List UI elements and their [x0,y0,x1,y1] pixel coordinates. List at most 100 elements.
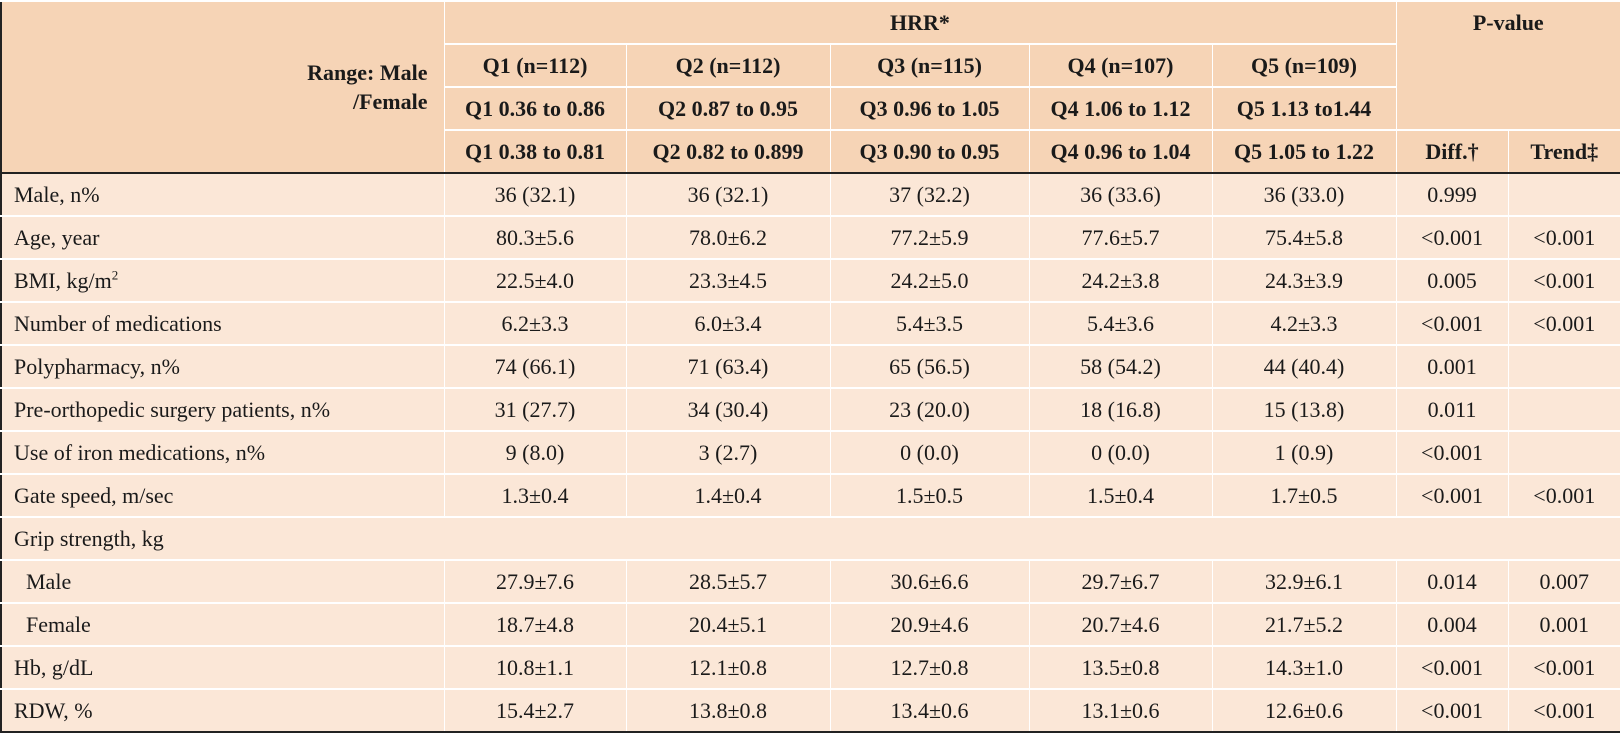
stub-label-line1: Range: Male [307,60,428,85]
quintile-value-cell: 12.6±0.6 [1211,688,1396,732]
row-label: Number of medications [1,301,444,345]
diff-pvalue-cell: 0.004 [1395,602,1508,646]
diff-pvalue-cell: 0.011 [1395,387,1508,431]
quintile-value-cell: 5.4±3.5 [829,301,1029,345]
header-row-female-ranges: Q1 0.38 to 0.81 Q2 0.82 to 0.899 Q3 0.90… [1,129,1620,174]
trend-pvalue-cell [1507,173,1620,216]
table-row: Grip strength, kg [1,516,1620,560]
row-label: Female [1,602,444,646]
quintile-value-cell: 24.2±3.8 [1028,258,1212,302]
row-label: Age, year [1,215,444,259]
trend-pvalue-cell: <0.001 [1507,258,1620,302]
quintile-value-cell: 6.0±3.4 [625,301,830,345]
diff-pvalue-cell: <0.001 [1395,430,1508,474]
quintile-value-cell: 80.3±5.6 [443,215,626,259]
trend-pvalue-cell: <0.001 [1507,473,1620,517]
quintile-count-header: Q1 (n=112) [443,43,626,87]
quintile-value-cell: 29.7±6.7 [1028,559,1212,603]
diff-header: Diff.† [1395,129,1508,174]
trend-pvalue-cell [1507,344,1620,388]
quintile-value-cell: 36 (32.1) [443,173,626,216]
table-row: Gate speed, m/sec 1.3±0.4 1.4±0.4 1.5±0.5 1.… [1,473,1620,517]
table-row: BMI, kg/m2 22.5±4.0 23.3±4.5 24.2±5.0 24.2±3… [1,258,1620,302]
quintile-value-cell: 23.3±4.5 [625,258,830,302]
quintile-value-cell: 74 (66.1) [443,344,626,388]
row-label-text: Female [26,611,91,637]
quintile-value-cell: 24.2±5.0 [829,258,1029,302]
table-body: Male, n% 36 (32.1) 36 (32.1) 37 (32.2) 36 (3… [1,173,1620,732]
quintile-count-header: Q4 (n=107) [1028,43,1212,87]
quintile-value-cell: 44 (40.4) [1211,344,1396,388]
quintile-value-cell: 22.5±4.0 [443,258,626,302]
quintile-value-cell: 13.4±0.6 [829,688,1029,732]
trend-pvalue-cell: 0.007 [1507,559,1620,603]
quintile-value-cell: 15.4±2.7 [443,688,626,732]
quintile-value-cell: 1.4±0.4 [625,473,830,517]
quintile-value-cell: 58 (54.2) [1028,344,1212,388]
male-range-header: Q5 1.13 to1.44 [1211,86,1396,130]
diff-pvalue-cell: 0.005 [1395,258,1508,302]
quintile-value-cell: 32.9±6.1 [1211,559,1396,603]
diff-pvalue-cell: <0.001 [1395,473,1508,517]
row-label-text: Age, year [14,224,100,250]
quintile-value-cell: 23 (20.0) [829,387,1029,431]
row-label-text: Male, n% [14,181,100,207]
quintile-value-cell: 5.4±3.6 [1028,301,1212,345]
trend-header: Trend‡ [1507,129,1620,174]
row-label-text: Grip strength, kg [14,525,164,551]
quintile-value-cell: 1.3±0.4 [443,473,626,517]
row-label: Hb, g/dL [1,645,444,689]
quintile-value-cell: 36 (33.0) [1211,173,1396,216]
quintile-value-cell: 77.2±5.9 [829,215,1029,259]
diff-pvalue-cell: 0.014 [1395,559,1508,603]
row-label-text: Number of medications [14,310,222,336]
quintile-value-cell: 77.6±5.7 [1028,215,1212,259]
quintile-value-cell: 30.6±6.6 [829,559,1029,603]
quintile-value-cell: 6.2±3.3 [443,301,626,345]
quintile-count-header: Q2 (n=112) [625,43,830,87]
female-range-header: Q2 0.82 to 0.899 [625,129,830,174]
quintile-value-cell: 20.4±5.1 [625,602,830,646]
male-range-header: Q4 1.06 to 1.12 [1028,86,1212,130]
table-row: Age, year 80.3±5.6 78.0±6.2 77.2±5.9 77.6±5.… [1,215,1620,259]
row-label-text: BMI, kg/m [14,267,112,293]
header-row-group: Range: Male /Female HRR* P-value [1,0,1620,174]
trend-pvalue-cell: <0.001 [1507,215,1620,259]
trend-pvalue-cell: <0.001 [1507,688,1620,732]
row-label-text: Polypharmacy, n% [14,353,180,379]
hrr-group-header: HRR* [443,0,1396,44]
quintile-value-cell: 27.9±7.6 [443,559,626,603]
table-row: RDW, % 15.4±2.7 13.8±0.8 13.4±0.6 13.1±0.6 12… [1,688,1620,732]
quintile-value-cell: 12.7±0.8 [829,645,1029,689]
male-range-header: Q2 0.87 to 0.95 [625,86,830,130]
diff-pvalue-cell: <0.001 [1395,688,1508,732]
quintile-count-header: Q3 (n=115) [829,43,1029,87]
header-row-counts: Q1 (n=112) Q2 (n=112) Q3 (n=115) Q4 (n=1… [1,43,1620,87]
quintile-value-cell: 78.0±6.2 [625,215,830,259]
quintile-value-cell: 3 (2.7) [625,430,830,474]
table-row: Hb, g/dL 10.8±1.1 12.1±0.8 12.7±0.8 13.5±0.8… [1,645,1620,689]
row-label: Male, n% [1,173,444,216]
row-label: Pre-orthopedic surgery patients, n% [1,387,444,431]
quintile-value-cell: 37 (32.2) [829,173,1029,216]
section-filler [444,516,1620,560]
male-range-header: Q3 0.96 to 1.05 [829,86,1029,130]
male-range-header: Q1 0.36 to 0.86 [443,86,626,130]
quintile-value-cell: 36 (32.1) [625,173,830,216]
table-row: Polypharmacy, n% 74 (66.1) 71 (63.4) 65 (56… [1,344,1620,388]
row-label: Use of iron medications, n% [1,430,444,474]
table-row: Pre-orthopedic surgery patients, n% 31 (2… [1,387,1620,431]
table-row: Female 18.7±4.8 20.4±5.1 20.9±4.6 20.7±4.6 21… [1,602,1620,646]
trend-pvalue-cell [1507,430,1620,474]
row-label-text: RDW, % [14,697,93,723]
quintile-value-cell: 65 (56.5) [829,344,1029,388]
table-row: Male, n% 36 (32.1) 36 (32.1) 37 (32.2) 36 (3… [1,173,1620,216]
range-stub-header: Range: Male /Female [1,0,444,174]
row-label: BMI, kg/m2 [1,258,444,302]
diff-pvalue-cell: 0.999 [1395,173,1508,216]
quintile-value-cell: 4.2±3.3 [1211,301,1396,345]
trend-pvalue-cell: <0.001 [1507,301,1620,345]
row-label-text: Pre-orthopedic surgery patients, n% [14,396,331,422]
quintile-value-cell: 34 (30.4) [625,387,830,431]
